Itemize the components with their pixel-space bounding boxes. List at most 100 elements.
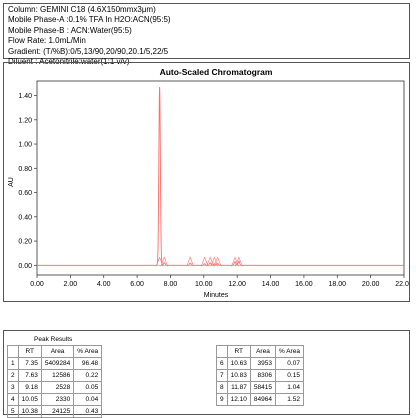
cell-area: 2528 [40, 381, 75, 394]
header-index [7, 345, 19, 358]
peak-results-panel: Peak Results RT Area % Area 1 7.35 5409284… [3, 330, 410, 418]
cell-index: 1 [7, 357, 19, 370]
cell-pct-area: 0.07 [274, 357, 304, 370]
peak-results-table-right: RT Area % Area 6 10.63 3953 0.07 7 10.83 8306 0… [216, 345, 304, 406]
table-row: 9 12.10 84964 1.52 [216, 393, 304, 406]
cell-pct-area: 0.04 [73, 393, 103, 406]
peak-marker [231, 256, 239, 267]
chromatogram-trace [37, 87, 404, 266]
gradient-info: Gradient: (T/%B):0/5,13/90,20/90,20.1/5,… [8, 46, 169, 56]
cell-pct-area: 96.48 [73, 357, 103, 370]
x-axis-label: Minutes [204, 292, 229, 299]
table-row: 4 10.05 2330 0.04 [7, 393, 103, 406]
cell-rt: 10.38 [17, 405, 42, 418]
table-header-row: RT Area % Area [7, 345, 103, 358]
cell-index: 9 [216, 393, 228, 406]
peak-marker [186, 256, 194, 267]
cell-index: 2 [7, 369, 19, 382]
plot-area-frame [36, 80, 405, 276]
x-tick-label: 14.00 [262, 281, 280, 288]
y-axis-label: AU [8, 177, 15, 187]
cell-index: 7 [216, 369, 228, 382]
y-tick-label: 1.00 [18, 142, 32, 149]
header-index [216, 345, 228, 358]
column-info: Column: GEMINI C18 (4.6X150mmx3μm) [8, 5, 156, 14]
cell-rt: 7.35 [17, 357, 42, 370]
table-row: 8 11.87 58415 1.04 [216, 381, 304, 394]
table-row: 2 7.63 12586 0.22 [7, 369, 103, 382]
cell-rt: 11.87 [226, 381, 251, 394]
x-tick-label: 16.00 [295, 281, 313, 288]
x-tick-label: 0.00 [30, 281, 44, 288]
cell-area: 3953 [249, 357, 276, 370]
x-tick-label: 22.00 [395, 281, 409, 288]
flow-rate: Flow Rate: 1.0mL/Min [8, 36, 86, 46]
y-tick-label: 1.20 [18, 117, 32, 124]
cell-rt: 7.63 [17, 369, 42, 382]
table-row: 1 7.35 5409284 96.48 [7, 357, 103, 370]
cell-index: 4 [7, 393, 19, 406]
x-tick-label: 12.00 [228, 281, 246, 288]
header-rt: RT [17, 345, 42, 358]
cell-area: 58415 [249, 381, 276, 394]
cell-index: 5 [7, 405, 19, 418]
header-pct-area: % Area [274, 345, 304, 358]
x-tick-label: 4.00 [97, 281, 111, 288]
x-tick-label: 20.00 [362, 281, 380, 288]
cell-pct-area: 0.43 [73, 405, 103, 418]
y-tick-label: 0.80 [18, 166, 32, 173]
chromatogram-panel: Auto-Scaled Chromatogram AU Minutes 0.00… [3, 62, 410, 302]
header-pct-area: % Area [73, 345, 103, 358]
header-area: Area [40, 345, 75, 358]
cell-pct-area: 0.22 [73, 369, 103, 382]
y-tick-label: 0.60 [18, 190, 32, 197]
peak-marker [200, 256, 209, 267]
mobile-phase-b: Mobile Phase-B : ACN:Water(95:5) [8, 25, 132, 35]
chart-title: Auto-Scaled Chromatogram [160, 67, 273, 77]
x-tick-label: 10.00 [195, 281, 213, 288]
cell-pct-area: 0.15 [274, 369, 304, 382]
table-header-row: RT Area % Area [216, 345, 304, 358]
y-tick-label: 0.40 [18, 214, 32, 221]
peak-results-table-left: RT Area % Area 1 7.35 5409284 96.48 2 7.63 125… [7, 345, 103, 418]
cell-area: 84964 [249, 393, 276, 406]
cell-index: 8 [216, 381, 228, 394]
peak-marker [235, 256, 243, 267]
cell-rt: 10.63 [226, 357, 251, 370]
y-tick-label: 0.00 [18, 263, 32, 270]
table-row: 3 9.18 2528 0.05 [7, 381, 103, 394]
header-rt: RT [226, 345, 251, 358]
peak-results-title: Peak Results [34, 336, 73, 343]
cell-rt: 9.18 [17, 381, 42, 394]
peak-marker [206, 256, 214, 267]
diluent-info: Diluent : Acetonitrile:water(1:1 v/v) [8, 57, 130, 67]
y-tick-label: 0.20 [18, 239, 32, 246]
cell-rt: 10.83 [226, 369, 251, 382]
cell-rt: 10.05 [17, 393, 42, 406]
table-row: 5 10.38 24125 0.43 [7, 405, 103, 418]
cell-rt: 12.10 [226, 393, 251, 406]
cell-pct-area: 1.04 [274, 381, 304, 394]
cell-area: 5409284 [40, 357, 75, 370]
cell-pct-area: 1.52 [274, 393, 304, 406]
method-info-box: Column: GEMINI C18 (4.6X150mmx3μm) Mobil… [3, 3, 410, 66]
table-row: 6 10.63 3953 0.07 [216, 357, 304, 370]
cell-index: 3 [7, 381, 19, 394]
chromatogram-chart: Auto-Scaled Chromatogram AU Minutes 0.00… [8, 67, 409, 299]
cell-area: 12586 [40, 369, 75, 382]
cell-area: 2330 [40, 393, 75, 406]
x-tick-label: 6.00 [130, 281, 144, 288]
table-row: 7 10.83 8306 0.15 [216, 369, 304, 382]
peak-marker [160, 256, 169, 267]
cell-area: 8306 [249, 369, 276, 382]
cell-area: 24125 [40, 405, 75, 418]
x-tick-label: 18.00 [329, 281, 347, 288]
y-tick-label: 1.40 [18, 93, 32, 100]
mobile-phase-a: Mobile Phase-A :0.1% TFA In H2O:ACN(95:5… [8, 15, 171, 25]
peak-marker [210, 256, 219, 267]
peak-marker [213, 256, 222, 267]
x-tick-label: 2.00 [64, 281, 78, 288]
cell-pct-area: 0.05 [73, 381, 103, 394]
x-tick-label: 8.00 [164, 281, 178, 288]
cell-index: 6 [216, 357, 228, 370]
